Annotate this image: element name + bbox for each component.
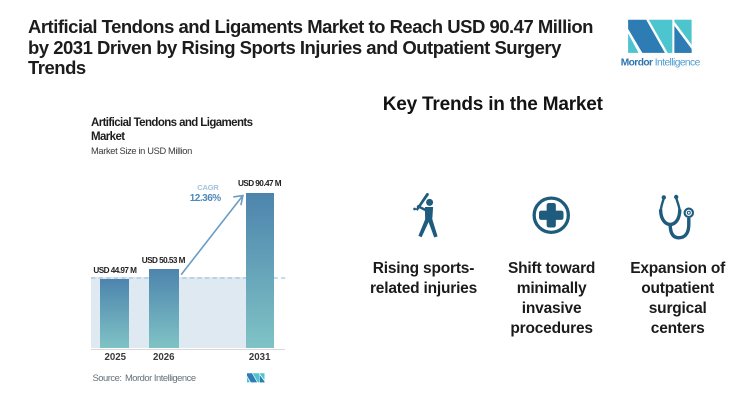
svg-text:Mordor Intelligence: Mordor Intelligence <box>621 57 701 68</box>
